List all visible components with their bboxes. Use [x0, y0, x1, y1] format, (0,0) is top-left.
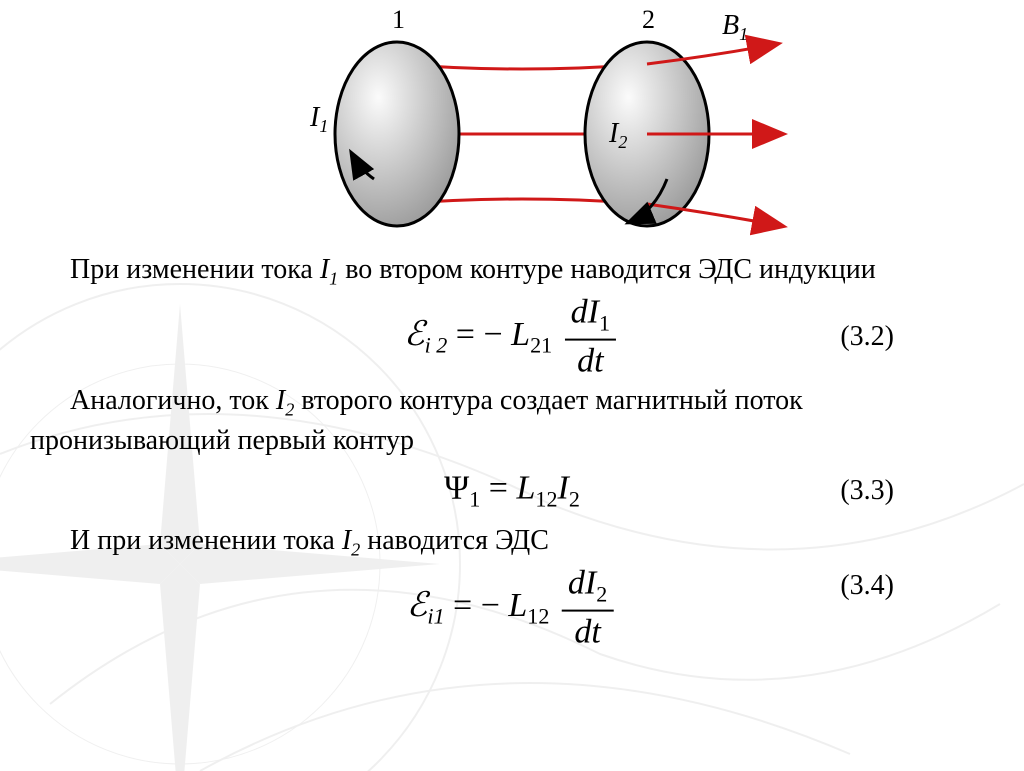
- p3-I-sub: 2: [351, 539, 360, 559]
- eq3-lhs-sym: ℰ: [407, 587, 428, 624]
- eq2-lhs-sym: Ψ: [444, 469, 469, 506]
- eq3-L: L: [508, 587, 527, 624]
- equation-row-3-3: Ψ1 = L12I2 (3.3): [0, 465, 1024, 517]
- eq3-den: dt: [562, 612, 613, 652]
- eq1-lhs-sub: i 2: [425, 333, 448, 358]
- eq2-lhs-sub: 1: [469, 486, 480, 511]
- eq3-L-sub: 12: [527, 604, 549, 629]
- paragraph-1: При изменении тока I1 во втором контуре …: [30, 252, 994, 291]
- eq2-I: I: [557, 469, 568, 506]
- equation-3-3: Ψ1 = L12I2: [444, 469, 580, 512]
- eq1-den: dt: [565, 341, 616, 381]
- p2-I-sub: 2: [285, 400, 294, 420]
- p3-I: I: [342, 525, 351, 556]
- eq3-num-sub: 2: [596, 582, 607, 607]
- equation-3-2: ℰi 2 = − L21 dI1 dt: [404, 294, 620, 381]
- paragraph-3: И при изменении тока I2 наводится ЭДС: [30, 523, 994, 562]
- eq1-fraction: dI1 dt: [565, 294, 616, 381]
- p1-text-b: во втором контуре наводится ЭДС индукции: [338, 254, 876, 285]
- eq2-L-sub: 12: [535, 486, 557, 511]
- label-loop-2: 2: [642, 5, 655, 34]
- equation-number-3-2: (3.2): [840, 321, 894, 353]
- eq1-L: L: [511, 316, 530, 353]
- eq3-num-d: dI: [568, 565, 596, 602]
- mutual-induction-diagram: 1 2 B1 I1 I2: [232, 4, 792, 244]
- p3-text-b: наводится ЭДС: [360, 525, 549, 556]
- eq3-equals: = −: [453, 587, 500, 624]
- p1-I: I: [320, 254, 329, 285]
- p1-text-a: При изменении тока: [70, 254, 320, 285]
- label-loop-1: 1: [392, 5, 405, 34]
- eq1-num-sub: 1: [599, 311, 610, 336]
- p3-text-a: И при изменении тока: [70, 525, 342, 556]
- eq1-L-sub: 21: [530, 333, 552, 358]
- eq2-equals: =: [489, 469, 517, 506]
- eq3-lhs-sub: i1: [427, 604, 444, 629]
- p2-I: I: [276, 385, 285, 416]
- equation-number-3-3: (3.3): [840, 475, 894, 507]
- p1-I-sub: 1: [329, 269, 338, 289]
- equation-row-3-2: ℰi 2 = − L21 dI1 dt (3.2): [0, 297, 1024, 377]
- label-B: B1: [722, 10, 748, 44]
- eq1-num-d: dI: [571, 294, 599, 331]
- eq3-fraction: dI2 dt: [562, 565, 613, 652]
- equation-row-3-4: ℰi1 = − L12 dI2 dt (3.4): [0, 568, 1024, 648]
- eq1-lhs-sym: ℰ: [404, 316, 425, 353]
- p2-text-a: Аналогично, ток: [70, 385, 276, 416]
- equation-number-3-4: (3.4): [840, 570, 894, 602]
- label-I1: I1: [309, 102, 328, 136]
- eq2-L: L: [516, 469, 535, 506]
- eq2-I-sub: 2: [569, 486, 580, 511]
- eq1-equals: = −: [456, 316, 503, 353]
- equation-3-4: ℰi1 = − L12 dI2 dt: [407, 565, 618, 652]
- paragraph-2: Аналогично, ток I2 второго контура созда…: [30, 383, 994, 459]
